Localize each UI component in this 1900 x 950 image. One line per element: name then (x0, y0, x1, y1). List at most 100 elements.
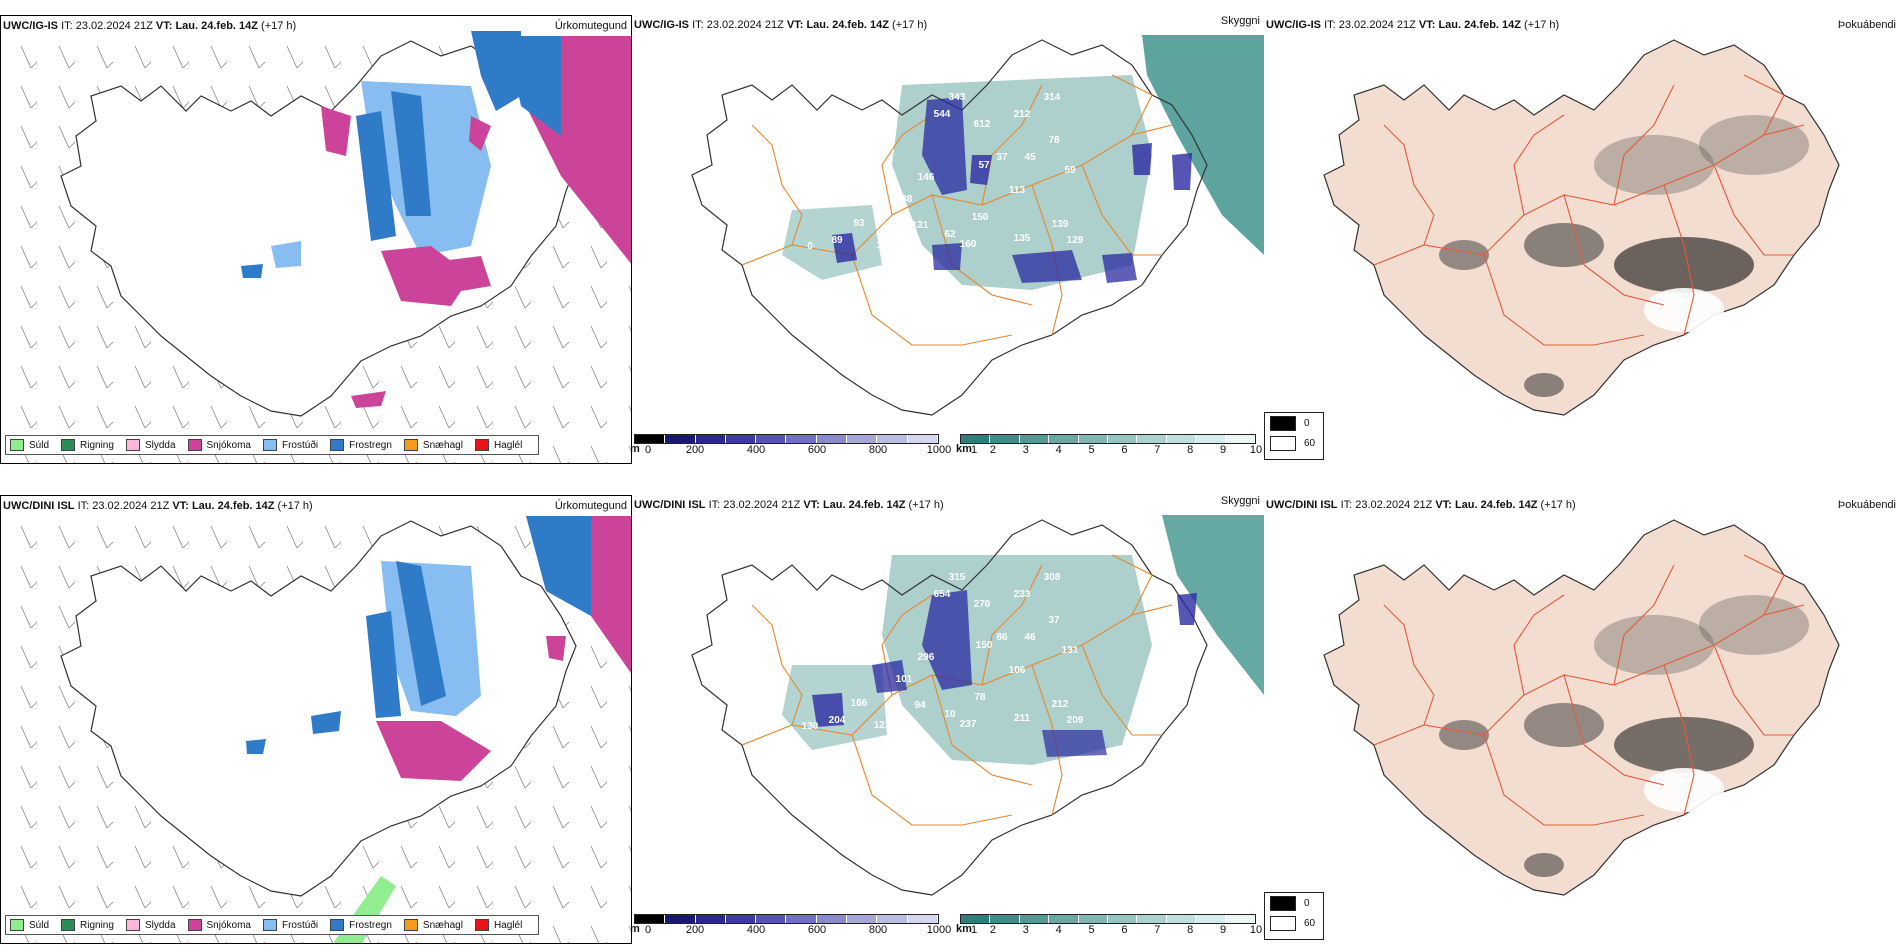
colorbar-cell (907, 435, 938, 443)
colorbar-tick-label: 1 (970, 924, 978, 936)
cloud-base-label: 233 (1014, 589, 1031, 600)
colorbar-unit: m (632, 443, 640, 455)
wind-barb (58, 805, 76, 829)
precip-legend-item: Rigning (61, 439, 114, 451)
wind-barb (476, 405, 494, 429)
colorbar-tick-label: 2 (989, 924, 996, 936)
wind-barb (514, 845, 532, 869)
cloud-base-label: 131 (912, 220, 929, 231)
wind-barb (628, 285, 631, 292)
model-name: UWC/DINI ISL (3, 500, 75, 512)
wind-barb (172, 405, 190, 429)
colorbar-tick-label: 800 (868, 924, 888, 936)
colorbar-unit: m (632, 923, 640, 935)
wind-barb (172, 845, 190, 869)
legend-label: Snæhagl (422, 439, 463, 451)
colorbar-cell (1196, 435, 1226, 443)
legend-label: Rigning (80, 439, 114, 451)
legend-label: Rigning (80, 919, 114, 931)
colorbar-unit: km (956, 443, 972, 455)
wind-barb (20, 325, 38, 349)
wind-barb (58, 605, 76, 629)
colorbar-cell (847, 435, 878, 443)
road (1111, 554, 1153, 616)
model-name: UWC/IG-IS (3, 20, 58, 32)
colorbar-cell (961, 915, 991, 923)
cloud-base-labels: 343 544 612 212 314 78 45 37 57 59 146 113 438 150 131… (807, 92, 1084, 252)
cloud-base-label: 0 (807, 241, 813, 252)
colorbar-tick-label: 5 (1088, 444, 1095, 456)
colorbar-cell (1019, 915, 1050, 923)
precip-legend-item: Snæhagl (403, 919, 463, 931)
wind-barb (438, 365, 456, 389)
vt-value: Lau. 24.feb. 14Z (175, 20, 258, 32)
wind-barb (324, 45, 342, 69)
precip-map-row1 (20, 31, 631, 463)
clouds-panel-row1: 343 544 612 212 314 78 45 37 57 59 146 113 438 150 131… (632, 15, 1264, 464)
fog-legend-row1: 0 60 (1264, 412, 1324, 460)
legend-swatch (262, 439, 277, 451)
wind-barb (286, 45, 304, 69)
fog-panel-row2: UWC/DINI ISL IT: 23.02.2024 21Z VT: Lau.… (1264, 495, 1900, 944)
wind-barb (514, 885, 532, 909)
precip-legend: Súld Rigning Slydda Snjókoma Frostúði Frostre… (5, 915, 540, 935)
panel-header: UWC/IG-IS IT: 23.02.2024 21Z VT: Lau. 24… (634, 19, 927, 31)
road (1713, 644, 1794, 736)
wind-barb (96, 405, 114, 429)
wind-barb (134, 525, 152, 549)
cloud-base-label: 135 (1014, 233, 1031, 244)
wind-barb (552, 725, 570, 749)
cloud-base-label: 46 (1024, 632, 1036, 643)
panel-header: UWC/DINI ISL IT: 23.02.2024 21Z VT: Lau.… (3, 500, 313, 512)
legend-label: Snjókoma (206, 919, 251, 931)
wind-barb (590, 365, 608, 389)
wind-barb (552, 445, 570, 463)
wind-barb (476, 885, 494, 909)
colorbar-cell (1225, 435, 1256, 443)
colorbar-cell (816, 915, 848, 923)
it-value: 23.02.2024 21Z (1355, 499, 1433, 511)
model-name: UWC/IG-IS (1266, 19, 1321, 31)
wind-barb (628, 925, 631, 932)
colorbar-tick-label: 3 (1022, 924, 1029, 936)
wind-barb (96, 325, 114, 349)
it-value: 23.02.2024 21Z (706, 19, 784, 31)
wind-barb (324, 525, 342, 549)
it-label: IT: (692, 19, 704, 31)
precip-legend-item: Frostúði (262, 439, 318, 451)
wind-barb (210, 45, 228, 69)
road (1513, 594, 1565, 696)
field-label: Þokuábendi (1837, 19, 1896, 31)
precip-panel-row2: UWC/DINI ISL IT: 23.02.2024 21Z VT: Lau.… (0, 495, 632, 944)
colorbar-cell (847, 915, 878, 923)
wind-barb (248, 405, 266, 429)
wind-barb (628, 685, 631, 692)
iceland-outline (691, 39, 1208, 416)
vt-value: Lau. 24.feb. 14Z (1454, 499, 1538, 511)
wind-barb (20, 845, 38, 869)
wind-barb (476, 845, 494, 869)
wind-barb (590, 925, 608, 943)
wind-barb (628, 845, 631, 852)
precip-legend: Súld Rigning Slydda Snjókoma Frostúði Frostre… (5, 435, 540, 455)
model-name: UWC/IG-IS (634, 19, 689, 31)
wind-barb (96, 285, 114, 309)
vt-label: VT: (786, 19, 804, 31)
lead-time: (+17 h) (892, 19, 928, 31)
cloud-base-label: 57 (978, 160, 990, 171)
wind-barb (134, 405, 152, 429)
road (1743, 74, 1785, 136)
wind-barb (172, 525, 190, 549)
legend-swatch (474, 439, 489, 451)
colorbar-tick-label: 9 (1220, 924, 1227, 936)
legend-swatch (474, 919, 489, 931)
colorbar-cells (960, 914, 1256, 924)
colorbar-cell (695, 915, 726, 923)
wind-barb (58, 125, 76, 149)
fog-legend-min: 60 (1304, 917, 1316, 929)
precip-legend-item: Súld (10, 439, 49, 451)
precip-map-row2 (20, 516, 631, 943)
precip-legend-item: Haglél (474, 919, 522, 931)
wind-barb (58, 325, 76, 349)
